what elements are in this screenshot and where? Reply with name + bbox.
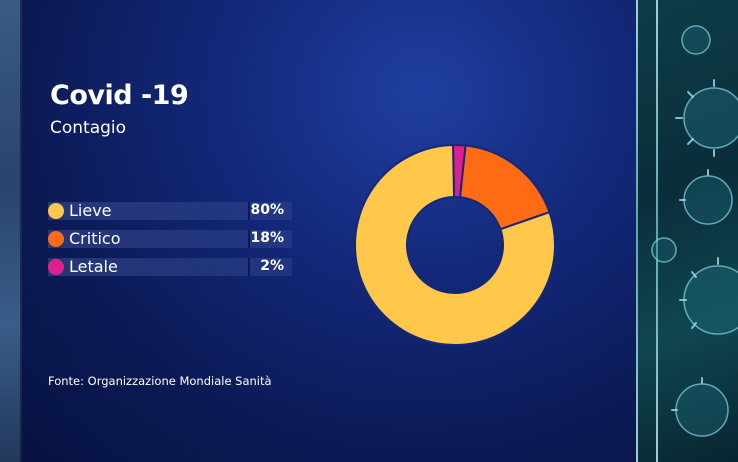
chart-panel: Covid -19 Contagio Lieve 80% Critico 18%… — [22, 0, 636, 462]
legend-label: Critico — [69, 229, 121, 248]
legend-item-critico: Critico 18% — [48, 229, 292, 248]
virus-illustration — [651, 25, 738, 437]
legend-item-letale: Letale 2% — [48, 257, 292, 276]
donut-chart — [354, 143, 556, 346]
legend-separator — [248, 230, 250, 248]
legend-separator — [248, 258, 250, 276]
donut-slice-lieve — [354, 143, 556, 346]
divider-line-right — [656, 0, 658, 462]
legend-value: 80% — [250, 202, 284, 218]
chart-title: Covid -19 — [50, 80, 189, 111]
chart-subtitle: Contagio — [50, 118, 127, 138]
legend-value: 2% — [260, 258, 284, 274]
legend-swatch-critico — [48, 231, 64, 247]
legend-value: 18% — [250, 230, 284, 246]
legend-separator — [248, 202, 250, 220]
left-background-strip — [0, 0, 22, 462]
virus-image — [636, 0, 738, 462]
legend: Lieve 80% Critico 18% Letale 2% — [48, 201, 292, 286]
source-note: Fonte: Organizzazione Mondiale Sanità — [48, 374, 272, 388]
legend-label: Letale — [69, 257, 118, 276]
legend-item-lieve: Lieve 80% — [48, 201, 292, 220]
divider-line-left — [636, 0, 638, 462]
legend-swatch-letale — [48, 259, 64, 275]
legend-swatch-lieve — [48, 203, 64, 219]
legend-label: Lieve — [69, 201, 112, 220]
